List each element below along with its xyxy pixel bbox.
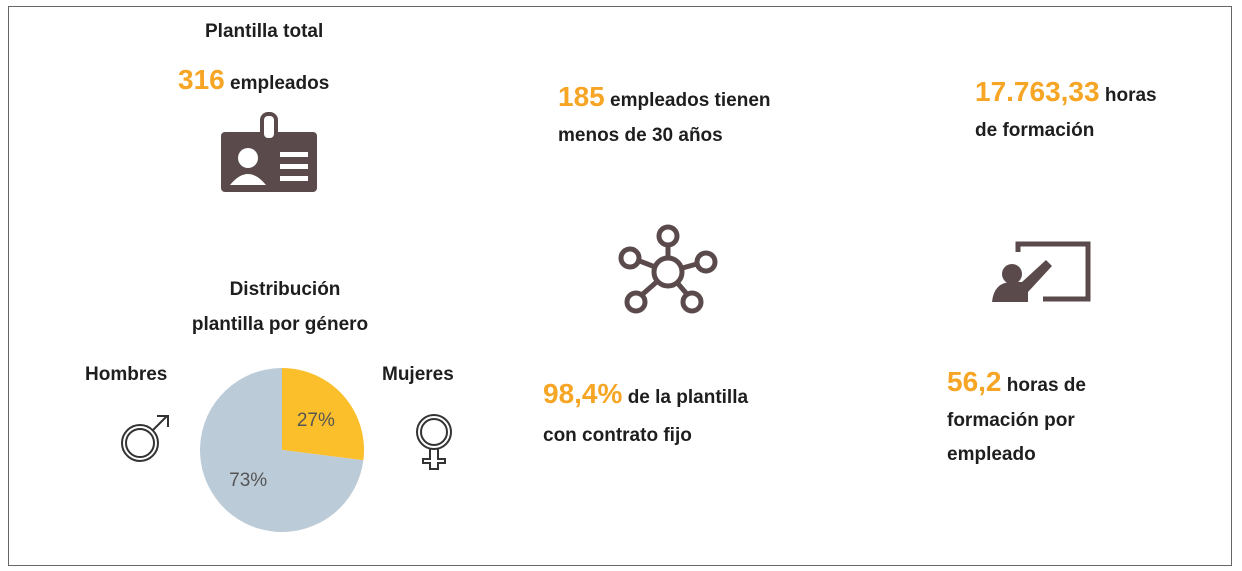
teaching-icon bbox=[992, 241, 1091, 302]
hours-text: empleado bbox=[947, 444, 1036, 465]
contract-line: 98,4% de la plantilla bbox=[543, 380, 748, 408]
network-icon bbox=[618, 224, 718, 314]
training-value: 17.763,33 bbox=[975, 76, 1100, 107]
pie-slice bbox=[199, 368, 364, 532]
frame bbox=[8, 6, 1232, 566]
pie-slice bbox=[282, 368, 364, 461]
training-text: de formación bbox=[975, 120, 1095, 141]
young-text: menos de 30 años bbox=[558, 125, 723, 146]
badge-icon bbox=[221, 112, 317, 192]
staff-value: 316 bbox=[178, 64, 225, 95]
hours-line: 56,2 horas de bbox=[947, 368, 1086, 396]
male-symbol bbox=[121, 415, 169, 462]
contract-text: con contrato fijo bbox=[543, 425, 692, 446]
young-value: 185 bbox=[558, 81, 605, 112]
hours-value: 56,2 bbox=[947, 366, 1002, 397]
young-text: empleados tienen bbox=[610, 90, 771, 111]
training-text: horas bbox=[1104, 85, 1157, 106]
hours-text: formación por bbox=[947, 410, 1075, 431]
staff-title: Plantilla total bbox=[205, 21, 324, 42]
training-line: 17.763,33 horas bbox=[975, 78, 1157, 106]
contract-text: de la plantilla bbox=[627, 387, 749, 408]
chart-title: plantilla por género bbox=[191, 314, 369, 335]
young-line: 185 empleados tienen bbox=[558, 83, 771, 111]
legend-label: Mujeres bbox=[382, 364, 454, 385]
slice-label: 27% bbox=[297, 410, 335, 431]
staff-line: 316 empleados bbox=[178, 66, 329, 94]
slice-label: 73% bbox=[229, 470, 267, 491]
legend-label: Hombres bbox=[85, 364, 168, 385]
staff-label: empleados bbox=[230, 73, 330, 94]
hours-text: horas de bbox=[1006, 375, 1086, 396]
female-symbol bbox=[416, 414, 452, 470]
chart-title: Distribución bbox=[229, 279, 341, 300]
contract-value: 98,4% bbox=[543, 378, 623, 409]
